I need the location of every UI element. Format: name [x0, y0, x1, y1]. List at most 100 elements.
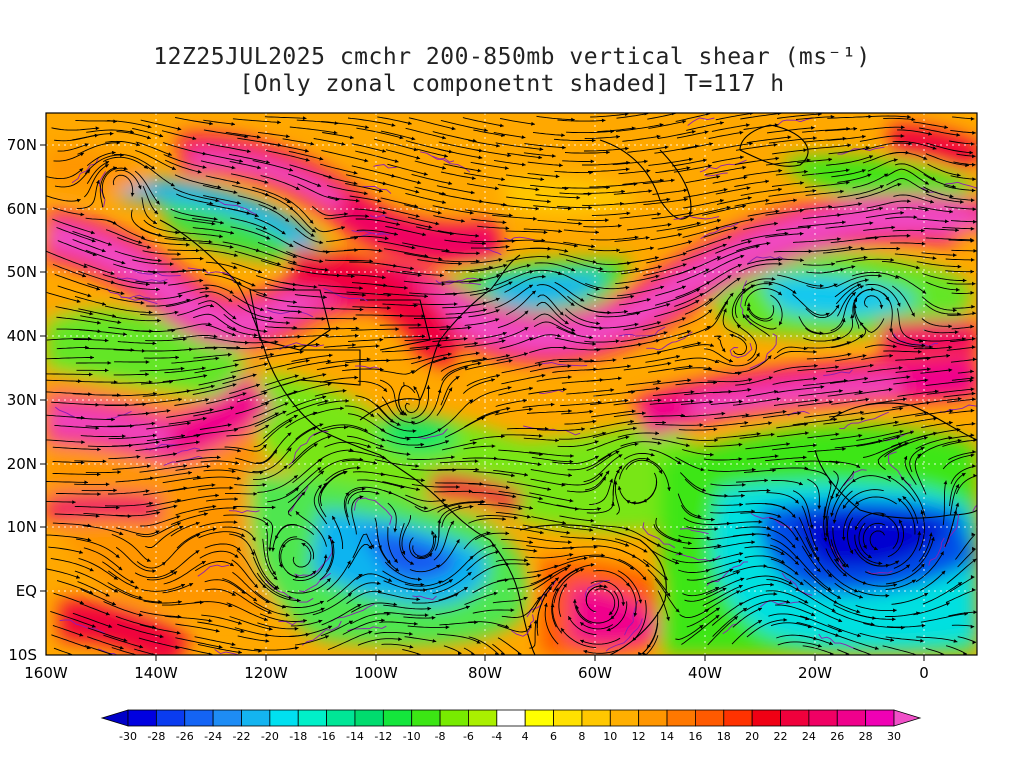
streamline-arrowhead: [624, 398, 629, 403]
streamline-arrowhead: [445, 336, 450, 340]
streamline-arrowhead: [847, 143, 852, 148]
streamline: [294, 635, 330, 646]
streamline: [886, 178, 930, 193]
streamline: [199, 521, 238, 528]
streamline: [805, 190, 844, 196]
streamline-arrowhead: [156, 440, 160, 445]
streamline-arrowhead: [146, 558, 151, 562]
streamline-arrowhead: [229, 290, 234, 294]
streamline-arrowhead: [774, 454, 779, 459]
streamline: [107, 120, 152, 128]
streamline: [562, 160, 595, 162]
streamline: [913, 121, 949, 129]
streamline: [417, 259, 462, 265]
streamline: [57, 240, 97, 256]
streamline: [493, 469, 529, 476]
colorbar-tick-label: -4: [491, 730, 502, 743]
streamline: [140, 228, 187, 240]
streamline: [675, 624, 704, 640]
streamline: [146, 499, 181, 507]
title-line-1: 12Z25JUL2025 cmchr 200-850mb vertical sh…: [153, 44, 871, 70]
streamline: [709, 494, 745, 497]
streamline-arrowhead: [841, 536, 846, 541]
streamline-arrowhead: [263, 391, 268, 396]
streamline-arrowhead: [615, 469, 620, 474]
streamline: [675, 456, 705, 471]
streamline: [711, 124, 750, 132]
streamline: [852, 258, 895, 263]
streamline: [562, 546, 598, 549]
streamline: [284, 343, 320, 349]
streamline: [253, 465, 288, 481]
streamline: [292, 554, 327, 582]
streamline: [682, 544, 722, 549]
streamline-arrowhead: [153, 391, 157, 396]
streamline: [498, 490, 543, 500]
lon-axis: 160W 140W 120W 100W 80W 60W 40W 20W 0: [24, 664, 929, 682]
shear-contour: [541, 362, 588, 367]
streamline-arrowhead: [835, 304, 840, 309]
colorbar-tick-label: 4: [522, 730, 529, 743]
streamline: [561, 472, 604, 486]
colorbar-tick-label: -24: [204, 730, 222, 743]
streamline-arrowhead: [231, 592, 236, 596]
streamline: [682, 199, 724, 209]
lat-label: 40N: [7, 327, 37, 345]
streamline-arrowhead: [178, 600, 182, 604]
streamline: [402, 242, 450, 252]
streamline-arrowhead: [506, 406, 511, 411]
streamline: [823, 417, 865, 425]
streamline-arrowhead: [780, 559, 785, 564]
streamline-arrowhead: [758, 519, 763, 524]
streamline: [772, 149, 808, 155]
streamline: [379, 206, 420, 218]
streamline-arrowhead: [970, 575, 975, 579]
shear-contour: [279, 342, 324, 350]
streamline: [321, 424, 369, 432]
streamline-arrowhead: [84, 143, 89, 147]
streamline-arrowhead: [853, 304, 857, 309]
streamline-arrowhead: [209, 121, 213, 126]
streamline: [470, 258, 503, 264]
streamline-arrowhead: [794, 561, 799, 565]
streamline: [375, 284, 408, 289]
streamline: [597, 127, 636, 133]
streamline: [703, 226, 738, 238]
streamline: [432, 205, 474, 214]
streamline-arrowhead: [915, 265, 920, 270]
streamline: [803, 263, 836, 266]
streamline: [164, 367, 206, 374]
streamline-arrowhead: [972, 587, 976, 592]
streamline-arrowhead: [294, 626, 299, 631]
streamline: [776, 346, 808, 354]
streamline: [579, 621, 614, 630]
streamline: [409, 537, 433, 560]
streamline-arrowhead: [208, 239, 213, 244]
colorbar-tick-label: -26: [176, 730, 194, 743]
streamline-arrowhead: [458, 651, 462, 655]
streamline-arrowhead: [667, 361, 672, 366]
streamline: [866, 200, 911, 209]
streamline: [498, 387, 533, 396]
streamline: [117, 341, 157, 344]
streamline: [590, 113, 629, 118]
streamline-arrowhead: [401, 550, 406, 555]
streamline: [497, 310, 529, 329]
streamline-arrowhead: [960, 199, 964, 204]
streamline: [356, 573, 393, 582]
streamline: [295, 423, 324, 440]
streamline-arrowhead: [603, 584, 608, 589]
streamline-arrowhead: [445, 625, 450, 630]
streamline-arrowhead: [697, 341, 702, 346]
streamline-arrowhead: [775, 209, 780, 214]
streamline: [261, 390, 298, 405]
streamline: [143, 219, 180, 234]
streamline: [387, 502, 397, 533]
streamline-arrowhead: [270, 352, 274, 357]
streamline: [402, 270, 444, 276]
lon-label: 0: [919, 664, 929, 682]
streamline-arrowhead: [149, 501, 153, 506]
streamline-arrowhead: [237, 476, 241, 481]
streamline: [530, 478, 566, 486]
streamline: [505, 230, 548, 233]
